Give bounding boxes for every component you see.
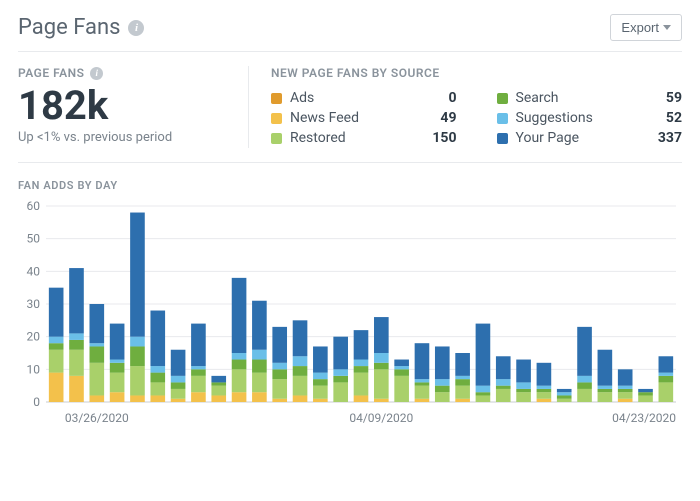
page-fans-label: PAGE FANS i: [18, 66, 232, 80]
source-row-suggestions: Suggestions52: [497, 108, 683, 128]
source-name: Suggestions: [516, 110, 645, 126]
svg-text:40: 40: [27, 264, 41, 278]
header: Page Fans i Export: [18, 14, 682, 51]
legend-swatch: [271, 113, 282, 124]
page-fans-label-text: PAGE FANS: [18, 66, 84, 80]
source-value: 49: [419, 110, 457, 126]
page-fans-value: 182k: [18, 84, 232, 128]
source-name: Restored: [290, 130, 419, 146]
source-row-news_feed: News Feed49: [271, 108, 457, 128]
page-fans-summary: PAGE FANS i 182k Up <1% vs. previous per…: [18, 66, 248, 148]
page-title: Page Fans i: [18, 15, 144, 40]
legend-swatch: [497, 133, 508, 144]
source-value: 150: [419, 130, 457, 146]
svg-text:20: 20: [27, 330, 41, 344]
svg-text:04/23/2020: 04/23/2020: [612, 411, 676, 425]
source-name: Your Page: [516, 130, 645, 146]
legend-swatch: [271, 93, 282, 104]
export-button-label: Export: [621, 20, 659, 35]
source-row-restored: Restored150: [271, 128, 457, 148]
sources-title: NEW PAGE FANS BY SOURCE: [271, 66, 682, 80]
source-value: 59: [644, 90, 682, 106]
export-button[interactable]: Export: [610, 14, 682, 41]
sources-panel: NEW PAGE FANS BY SOURCE Ads0News Feed49R…: [248, 66, 682, 148]
source-value: 52: [644, 110, 682, 126]
svg-text:0: 0: [33, 395, 40, 409]
page-fans-sub: Up <1% vs. previous period: [18, 130, 232, 145]
source-name: Search: [516, 90, 645, 106]
chart-title: FAN ADDS BY DAY: [18, 179, 682, 192]
legend-swatch: [271, 133, 282, 144]
legend-swatch: [497, 93, 508, 104]
svg-text:04/09/2020: 04/09/2020: [349, 411, 413, 425]
chevron-down-icon: [663, 25, 671, 30]
chart-section: FAN ADDS BY DAY 010203040506003/26/20200…: [18, 163, 682, 430]
svg-text:50: 50: [27, 232, 41, 246]
svg-text:03/26/2020: 03/26/2020: [65, 411, 129, 425]
legend-swatch: [497, 113, 508, 124]
svg-text:10: 10: [27, 362, 41, 376]
svg-text:60: 60: [27, 200, 41, 213]
svg-text:30: 30: [27, 297, 41, 311]
source-name: News Feed: [290, 110, 419, 126]
source-name: Ads: [290, 90, 419, 106]
source-value: 0: [419, 90, 457, 106]
chart: 0 10 20 30 40 50 60 03/26/2020 04/09/2020 04/23/2…: [18, 200, 682, 430]
stats-row: PAGE FANS i 182k Up <1% vs. previous per…: [18, 51, 682, 163]
info-icon[interactable]: i: [128, 20, 144, 36]
source-row-your_page: Your Page337: [497, 128, 683, 148]
page-title-text: Page Fans: [18, 15, 120, 40]
info-icon[interactable]: i: [90, 67, 103, 80]
source-row-ads: Ads0: [271, 88, 457, 108]
source-row-search: Search59: [497, 88, 683, 108]
source-value: 337: [644, 130, 682, 146]
